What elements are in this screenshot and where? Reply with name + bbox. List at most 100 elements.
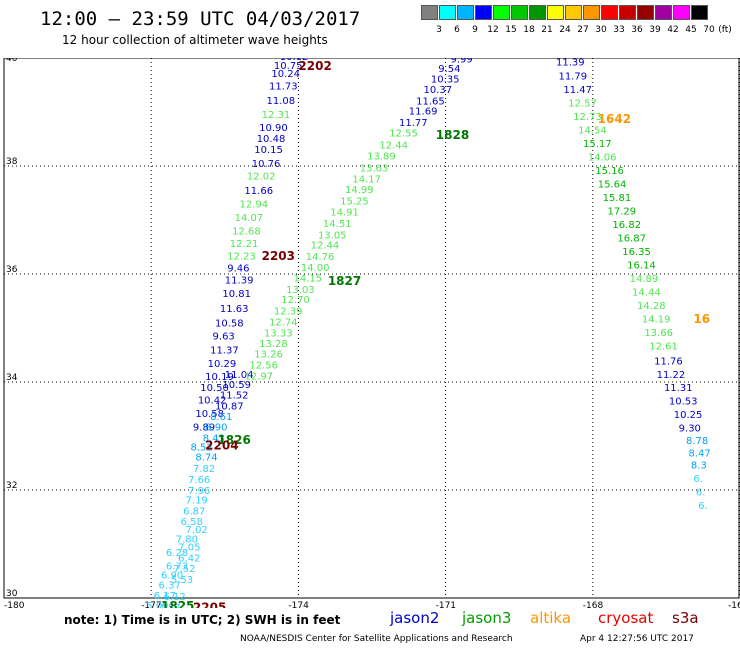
lat-tick-label: 32 [6, 481, 17, 491]
wave-height-reading: 10.48 [257, 134, 286, 145]
legend-swatch [619, 5, 636, 20]
wave-height-reading: 15.81 [603, 193, 632, 204]
wave-height-reading: 14.99 [345, 185, 374, 196]
wave-height-reading: 11.47 [563, 85, 592, 96]
wave-height-reading: 14.17 [352, 175, 381, 186]
wave-height-reading: 11.73 [269, 81, 298, 92]
wave-height-reading: 11.39 [225, 276, 254, 287]
wave-height-reading: 9.63 [213, 331, 235, 342]
wave-height-reading: 17.29 [608, 207, 637, 218]
wave-height-reading: 14.06 [588, 153, 617, 164]
wave-height-reading: 10.75 [274, 61, 303, 72]
wave-height-reading: 5.53 [171, 575, 193, 586]
legend-label: 70 [703, 25, 715, 35]
wave-height-reading: 10.25 [674, 410, 703, 421]
wave-height-reading: 8.52 [190, 443, 212, 454]
wave-height-reading: 8.43 [203, 433, 225, 444]
wave-height-reading: 15.64 [598, 180, 627, 191]
lon-tick-label: -16 [728, 601, 740, 608]
lat-tick-label: 38 [6, 157, 18, 167]
pass-time-label: 2205 [193, 601, 226, 609]
wave-height-reading: 4.57 [159, 603, 181, 608]
wave-height-reading: 10.59 [222, 380, 251, 391]
wave-height-reading: 13.89 [367, 152, 396, 163]
pass-time-label: 2204 [205, 439, 238, 453]
lon-tick-label: -174 [288, 601, 309, 608]
wave-height-reading: 13.03 [286, 285, 315, 296]
wave-height-reading: 10.53 [669, 397, 698, 408]
legend-label: 33 [613, 25, 625, 35]
wave-height-reading: 14.19 [642, 315, 671, 326]
wave-height-reading: 11.77 [399, 118, 428, 129]
wave-height-reading: 9.99 [451, 58, 473, 65]
lon-tick-label: -168 [583, 601, 604, 608]
map-frame [3, 58, 740, 599]
pass-time-label: 1827 [328, 274, 361, 288]
wave-height-reading: 11.76 [654, 357, 683, 368]
wave-height-reading: 14.91 [330, 208, 359, 219]
legend-swatch [583, 5, 600, 20]
satellite-key-s3a: s3a [672, 609, 699, 627]
wave-height-reading: 12.73 [573, 112, 602, 123]
wave-height-reading: 15.17 [583, 139, 612, 150]
wave-height-reading: 7.82 [193, 464, 215, 475]
wave-height-reading: 7.96 [188, 486, 210, 497]
lon-tick-label: -171 [436, 601, 456, 608]
wave-height-reading: 6. [693, 474, 703, 485]
wave-height-reading: 10.19 [205, 372, 234, 383]
page-subtitle: 12 hour collection of altimeter wave hei… [62, 33, 328, 47]
legend-swatch [655, 5, 672, 20]
wave-height-reading: 11.39 [556, 58, 585, 69]
lat-tick-label: 30 [6, 589, 18, 599]
legend-label: 42 [667, 25, 679, 35]
wave-height-reading: 7.05 [178, 542, 200, 553]
legend-swatch [439, 5, 456, 20]
wave-height-reading: 10.90 [259, 123, 288, 134]
wave-height-reading: 8.90 [205, 423, 227, 434]
wave-height-reading: 10.58 [195, 409, 224, 420]
wave-height-reading: 10.81 [222, 289, 251, 300]
legend-swatch [637, 5, 654, 20]
legend-swatch [493, 5, 510, 20]
legend-swatch [421, 5, 438, 20]
wave-height-reading: 14.76 [306, 252, 335, 263]
lat-tick-label: 34 [6, 373, 18, 383]
wave-height-reading: 6.58 [181, 517, 203, 528]
pass-time-label: 2203 [262, 249, 295, 263]
wave-height-reading: 11.52 [220, 391, 249, 402]
legend-label: 21 [541, 25, 553, 35]
wave-height-reading: 12.61 [649, 342, 678, 353]
wave-height-reading: 14.15 [293, 274, 322, 285]
wave-height-reading: 13.63 [360, 163, 389, 174]
satellite-key-jason2: jason2 [390, 609, 440, 627]
wave-height-reading: 11.65 [416, 96, 445, 107]
wave-height-reading: 14.89 [630, 274, 659, 285]
legend-swatch [673, 5, 690, 20]
wave-height-reading: 12.39 [274, 307, 303, 318]
wave-height-reading: 10.15 [254, 145, 283, 156]
legend-swatch [691, 5, 708, 20]
wave-height-reading: 6. [698, 501, 708, 512]
wave-height-reading: 9.30 [679, 424, 701, 435]
wave-height-reading: 15.16 [595, 166, 624, 177]
wave-height-reading: 16.87 [617, 234, 646, 245]
wave-height-reading: 12.23 [227, 251, 256, 262]
legend-label: 15 [505, 25, 517, 35]
legend-label: 6 [454, 25, 460, 35]
wave-height-reading: 8.61 [210, 412, 232, 423]
legend-label: 36 [631, 25, 643, 35]
legend-label: 3 [436, 25, 442, 35]
legend-label: 30 [595, 25, 607, 35]
wave-height-reading: 6.17 [154, 591, 176, 602]
wave-height-reading: 10.87 [215, 402, 244, 413]
wave-height-reading: 11.79 [558, 72, 587, 83]
wave-height-reading: 6. [696, 487, 706, 498]
wave-height-map: 40 38 36 34 32 30 -180 -177 -174 -171 -168 -16 10.12… [3, 58, 740, 609]
pass-time-label: 16 [693, 312, 710, 326]
wave-height-reading: 7.19 [186, 496, 208, 507]
wave-height-reading: 10.35 [431, 74, 460, 85]
legend-swatch [475, 5, 492, 20]
wave-height-reading: 12.97 [244, 371, 273, 382]
wave-height-reading: 12.21 [230, 239, 259, 250]
